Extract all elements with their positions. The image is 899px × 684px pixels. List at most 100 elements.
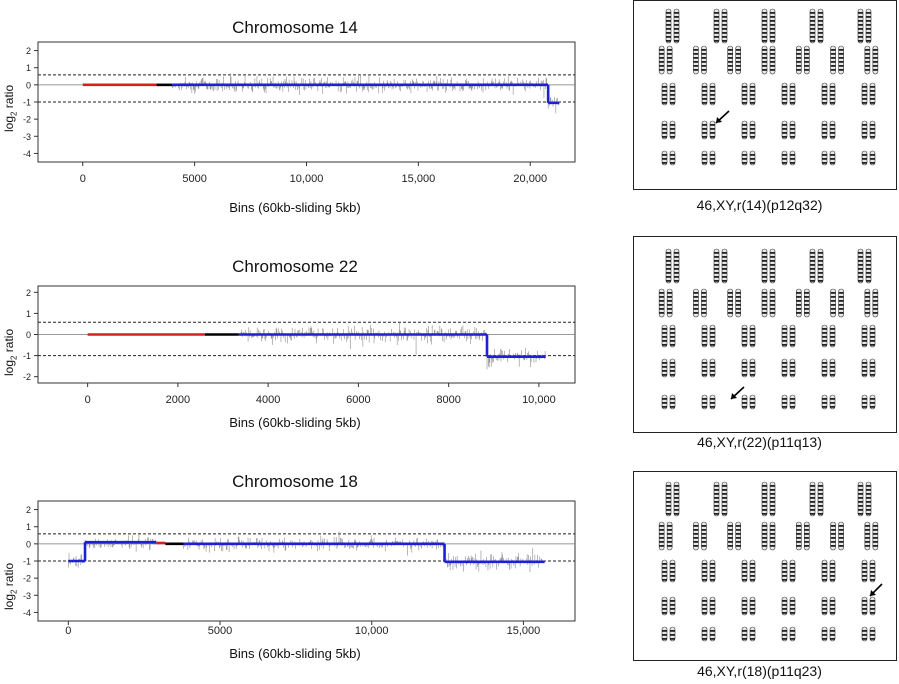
- chromosome: [749, 596, 756, 616]
- chromosome: [857, 248, 864, 284]
- chromosome: [661, 120, 668, 140]
- data-points: [171, 73, 559, 114]
- chromosome-band: [710, 567, 715, 569]
- chromosome-band: [866, 20, 871, 22]
- chromosome-band: [822, 344, 827, 346]
- x-tick-label: 5000: [182, 173, 206, 185]
- chromosome-band: [810, 252, 815, 254]
- chromosome-band: [830, 575, 835, 577]
- chromosome-band: [727, 304, 733, 306]
- chromosome-band: [782, 132, 787, 134]
- chromosome-band: [796, 69, 802, 71]
- chromosome-band: [830, 136, 835, 138]
- chromosome-band: [722, 276, 727, 278]
- chromosome-band: [659, 61, 665, 63]
- chromosome-band: [830, 612, 835, 614]
- chromosome: [838, 288, 844, 318]
- chromosome: [735, 45, 742, 75]
- chromosome-band: [822, 158, 827, 160]
- chromosome-band: [735, 529, 741, 531]
- chromosome-band: [870, 604, 875, 606]
- chromosome-band: [670, 600, 675, 602]
- chromosome: [789, 150, 796, 166]
- y-axis-label-rest: ratio: [2, 328, 16, 356]
- chromosome-band: [830, 292, 836, 294]
- chromosome-band: [822, 86, 827, 88]
- chromosome-band: [822, 332, 827, 334]
- chromosome: [861, 150, 868, 166]
- chromosome-band: [662, 630, 667, 632]
- chromosome-band: [790, 563, 795, 565]
- chromosome-band: [818, 485, 823, 487]
- chromosome-band: [830, 128, 835, 130]
- chromosome-band: [790, 94, 795, 96]
- y-axis-label-base: log: [2, 593, 16, 610]
- chromosome-band: [804, 541, 810, 543]
- chromosome-band: [858, 497, 863, 499]
- chromosome-band: [782, 370, 787, 372]
- chromosome-band: [790, 344, 795, 346]
- chromosome-band: [674, 276, 679, 278]
- chromosome-band: [870, 86, 875, 88]
- chromosome: [869, 82, 876, 106]
- chromosome-band: [870, 90, 875, 92]
- chromosome-band: [670, 124, 675, 126]
- chromosome-band: [790, 128, 795, 130]
- chromosome-band: [722, 280, 727, 282]
- chromosome-band: [667, 292, 673, 294]
- data-points: [240, 322, 546, 370]
- chromosome-band: [858, 268, 863, 270]
- chromosome-band: [662, 102, 667, 104]
- chromosome: [861, 120, 868, 140]
- chromosome-band: [762, 537, 767, 539]
- chromosome-band: [790, 366, 795, 368]
- chromosome-band: [659, 49, 665, 51]
- chromosome-band: [674, 268, 679, 270]
- chromosome-band: [790, 102, 795, 104]
- chromosome-band: [742, 328, 747, 330]
- chromosome-band: [770, 28, 775, 30]
- chromosome: [721, 8, 728, 44]
- chromosome-band: [790, 402, 795, 404]
- chromosome-band: [735, 537, 741, 539]
- chromosome: [666, 45, 673, 75]
- chromosome-band: [864, 525, 870, 527]
- chromosome-band: [822, 154, 827, 156]
- chromosome-band: [872, 308, 878, 310]
- chromosome-band: [822, 571, 827, 573]
- chromosome-band: [770, 280, 775, 282]
- chromosome: [809, 248, 816, 284]
- chromosome-band: [790, 86, 795, 88]
- chromosome-band: [693, 296, 699, 298]
- chromosome-band: [667, 533, 673, 535]
- chromosome-band: [666, 493, 671, 495]
- chromosome-band: [810, 20, 815, 22]
- chromosome: [795, 288, 802, 318]
- chromosome-band: [822, 102, 827, 104]
- chromosome: [769, 248, 776, 284]
- chromosome-band: [796, 541, 802, 543]
- chromosome-band: [762, 501, 767, 503]
- chromosome-band: [701, 533, 707, 535]
- chromosome-band: [818, 268, 823, 270]
- chromosome-band: [822, 132, 827, 134]
- chromosome-band: [796, 57, 802, 59]
- chromosome-band: [670, 90, 675, 92]
- chromosome-band: [662, 132, 667, 134]
- chromosome-band: [762, 493, 767, 495]
- chromosome: [769, 288, 776, 318]
- chromosome-band: [858, 493, 863, 495]
- chromosome-band: [822, 563, 827, 565]
- chromosome-band: [866, 260, 871, 262]
- chromosome-band: [662, 90, 667, 92]
- chromosome-band: [770, 505, 775, 507]
- chromosome-band: [790, 612, 795, 614]
- chromosome-band: [714, 16, 719, 18]
- chromosome-band: [864, 65, 870, 67]
- chromosome: [701, 596, 708, 616]
- chromosome-band: [701, 304, 707, 306]
- chromosome-band: [670, 563, 675, 565]
- chromosome-band: [750, 571, 755, 573]
- chromosome: [749, 324, 756, 348]
- chromosome-band: [782, 398, 787, 400]
